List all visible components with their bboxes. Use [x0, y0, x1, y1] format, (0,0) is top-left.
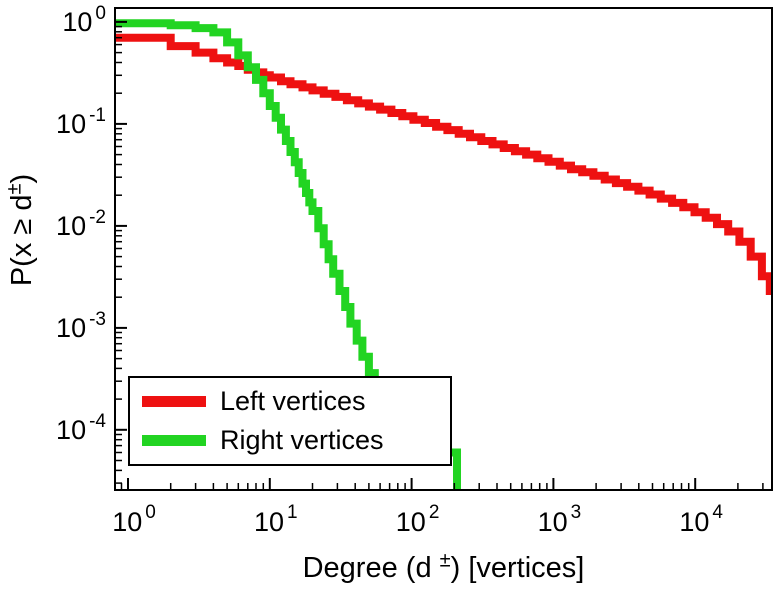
x-axis-tick-label: 10 1 [254, 502, 298, 537]
series-line-left-vertices [115, 33, 772, 295]
legend-item-left-vertices: Left vertices [142, 388, 438, 415]
legend: Left vertices Right vertices [128, 376, 452, 466]
y-axis-tick-label: 10 -2 [56, 207, 106, 241]
x-axis-ticks [120, 478, 764, 490]
y-axis-ticks [115, 20, 127, 484]
x-axis-label-suffix: ) [vertices] [450, 552, 585, 584]
y-axis-tick-label: 10 0 [62, 3, 106, 37]
axes-border [114, 7, 773, 491]
y-axis-label-text: P(x ≥ d [6, 194, 38, 287]
x-axis-label: Degree (d ±) [vertices] [115, 549, 772, 585]
x-axis-label-superscript: ± [439, 549, 451, 572]
left-vertices-line-swatch [142, 396, 206, 407]
legend-label-left-vertices: Left vertices [220, 386, 366, 416]
x-axis-tick-label: 10 3 [538, 502, 582, 537]
x-axis-tick-label: 10 0 [112, 502, 156, 537]
legend-label-right-vertices: Right vertices [220, 425, 384, 455]
x-axis-label-text: Degree (d [302, 552, 432, 584]
y-axis-label-suffix: ) [6, 173, 38, 184]
y-axis-tick-label: 10 -4 [56, 411, 106, 445]
x-axis-tick-label: 10 4 [679, 502, 723, 537]
y-axis-tick-label: 10 -1 [56, 105, 106, 139]
x-axis-tick-label: 10 2 [396, 502, 440, 537]
legend-item-right-vertices: Right vertices [142, 427, 438, 454]
y-axis-label: P(x ≥ d±) [3, 100, 42, 360]
y-axis-label-superscript: ± [3, 183, 26, 195]
y-axis-tick-label: 10 -3 [56, 309, 106, 343]
right-vertices-line-swatch [142, 435, 206, 446]
series-line-right-vertices [115, 19, 461, 490]
